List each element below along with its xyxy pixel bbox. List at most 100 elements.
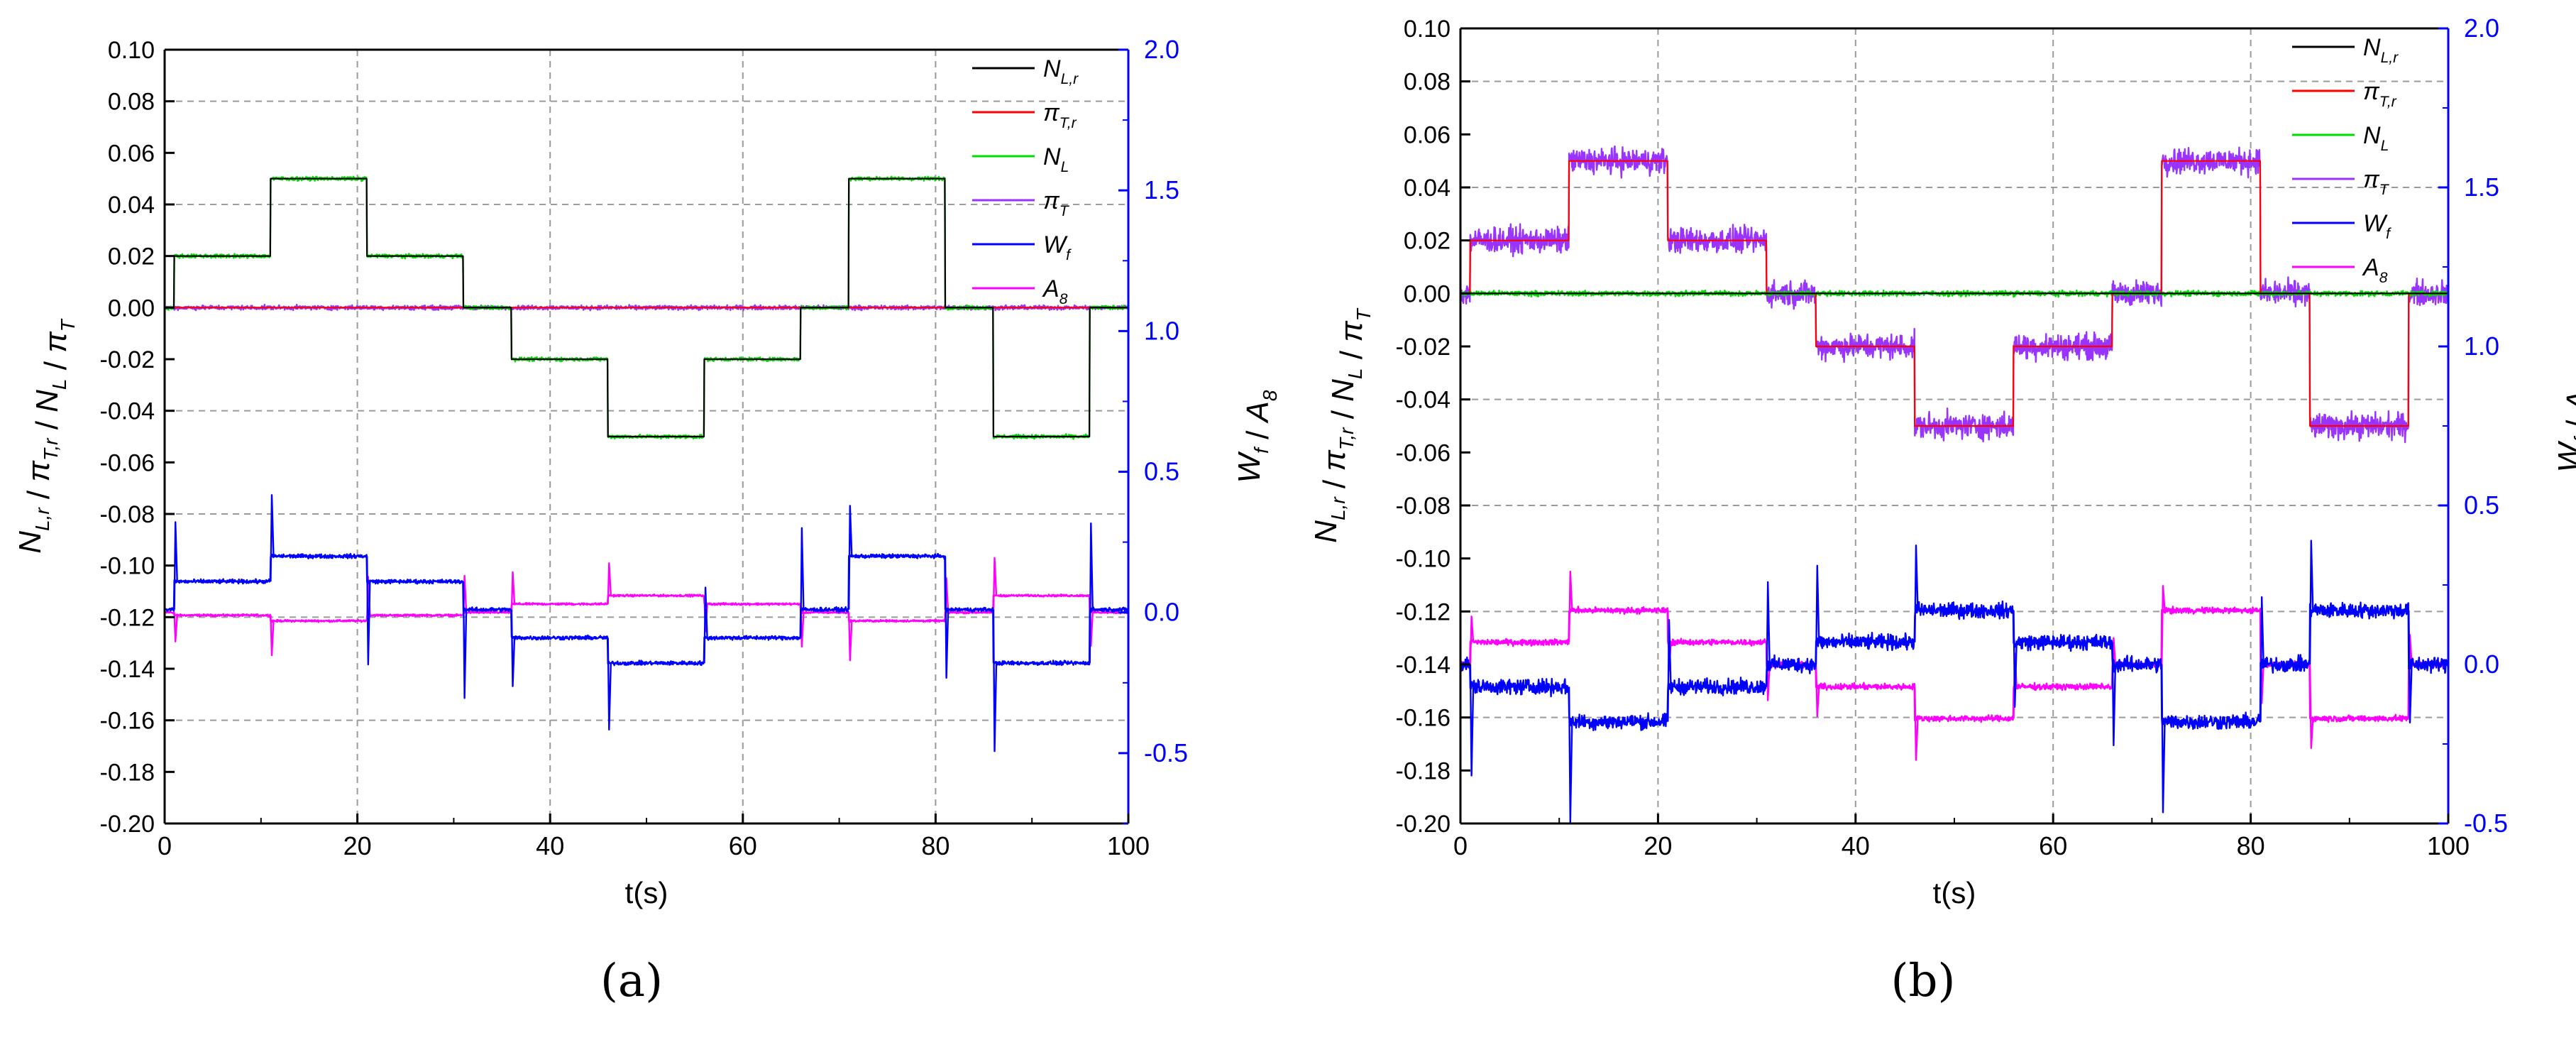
x-tick-label: 60 — [729, 831, 757, 860]
y-right-tick-label: 1.5 — [1144, 175, 1179, 204]
panel-caption-b: (b) — [1890, 955, 1956, 1007]
x-tick-label: 40 — [536, 831, 564, 860]
axes: 0 20 40 60 80 100 -0.20 -0.18 -0.16 -0.14 -0.12 -0.… — [1309, 13, 2576, 909]
y-right-tick-label: 1.0 — [2464, 332, 2499, 361]
y-left-tick-label: -0.14 — [100, 656, 155, 683]
x-tick-label: 20 — [1644, 831, 1672, 860]
y-left-tick-label: -0.02 — [100, 346, 155, 373]
y-left-tick-label: -0.20 — [100, 811, 155, 838]
legend-label: πT — [2363, 166, 2390, 198]
y-axis-right-title: Wf / A8 — [1232, 390, 1281, 483]
y-left-tick-label: 0.02 — [108, 243, 155, 270]
y-left-tick-label: -0.12 — [1396, 598, 1451, 625]
y-left-tick-label: 0.08 — [108, 89, 155, 116]
legend-item-W_f: Wf — [2292, 210, 2391, 242]
y-left-tick-label: -0.18 — [1396, 757, 1451, 784]
y-left-tick-label: 0.04 — [1404, 175, 1451, 202]
y-left-tick-label: -0.18 — [100, 759, 155, 786]
y-left-tick-label: -0.04 — [100, 398, 155, 425]
series-group — [165, 175, 1128, 752]
chart-panel-b: 0 20 40 60 80 100 -0.20 -0.18 -0.16 -0.14 -0.12 -0.… — [1309, 13, 2576, 909]
y-left-tick-label: 0.04 — [108, 192, 155, 219]
y-left-tick-label: -0.10 — [100, 553, 155, 580]
y-right-tick-label: 2.0 — [1144, 35, 1179, 64]
y-left-tick-label: -0.16 — [100, 708, 155, 735]
legend: NL,r πT,r NL πT Wf A8 — [972, 55, 1079, 307]
y-left-tick-label: 0.10 — [1404, 16, 1451, 43]
x-tick-label: 100 — [2427, 831, 2470, 860]
chart-panel-a: 0 20 40 60 80 100 -0.20 -0.18 -0.16 -0.14 -0.12 -0.… — [13, 35, 1281, 909]
y-left-tick-label: 0.00 — [1404, 280, 1451, 307]
y-left-tick-label: -0.20 — [1396, 811, 1451, 838]
y-right-tick-label: 1.5 — [2464, 173, 2499, 202]
x-tick-label: 20 — [343, 831, 372, 860]
y-left-tick-label: -0.14 — [1396, 652, 1451, 679]
y-right-tick-label: -0.5 — [2464, 809, 2508, 838]
y-left-tick-label: -0.12 — [100, 604, 155, 631]
y-right-tick-label: 1.0 — [1144, 316, 1179, 345]
x-tick-label: 80 — [2237, 831, 2265, 860]
y-left-tick-label: 0.06 — [108, 140, 155, 167]
legend-label: A8 — [2362, 254, 2388, 286]
y-right-tick-label: -0.5 — [1144, 738, 1188, 767]
y-left-tick-label: -0.06 — [100, 449, 155, 476]
y-left-tick-label: -0.10 — [1396, 546, 1451, 573]
legend-item-pi_T: πT — [972, 187, 1070, 219]
legend-label: Wf — [1043, 231, 1072, 263]
legend-label: NL — [1043, 143, 1069, 175]
legend: NL,r πT,r NL πT Wf A8 — [2292, 34, 2399, 286]
y-right-tick-label: 2.0 — [2464, 13, 2499, 43]
legend-label: NL — [2363, 122, 2389, 154]
y-left-tick-label: 0.00 — [108, 295, 155, 322]
legend-item-A_8: A8 — [972, 275, 1068, 307]
panel-caption-a: (a) — [600, 955, 664, 1007]
y-right-tick-label: 0.0 — [2464, 650, 2499, 679]
y-left-tick-label: -0.08 — [100, 501, 155, 528]
y-axis-left-title: NL,r / πT,r / NL / πT — [13, 318, 79, 554]
y-right-tick-label: 0.0 — [1144, 598, 1179, 627]
legend-item-N_Lr: NL,r — [972, 55, 1079, 87]
legend-item-N_L: NL — [2292, 122, 2389, 154]
legend-item-A_8: A8 — [2292, 254, 2388, 286]
series-line-W_f — [165, 494, 1128, 752]
legend-label: A8 — [1042, 275, 1068, 307]
y-axis-left-title: NL,r / πT,r / NL / πT — [1309, 307, 1375, 543]
legend-label: πT,r — [1043, 99, 1077, 131]
legend-label: NL,r — [2363, 34, 2399, 66]
series-line-N_Lr — [165, 177, 1128, 438]
x-axis-title: t(s) — [1933, 876, 1976, 909]
legend-item-N_L: NL — [972, 143, 1069, 175]
axes: 0 20 40 60 80 100 -0.20 -0.18 -0.16 -0.14 -0.12 -0.… — [13, 35, 1281, 909]
x-tick-label: 100 — [1107, 831, 1150, 860]
y-left-tick-label: 0.08 — [1404, 69, 1451, 96]
legend-label: πT — [1043, 187, 1070, 219]
x-tick-label: 40 — [1842, 831, 1870, 860]
legend-item-pi_Tr: πT,r — [2292, 78, 2397, 110]
y-left-tick-label: -0.16 — [1396, 705, 1451, 732]
series-group — [1460, 145, 2448, 823]
legend-label: Wf — [2363, 210, 2391, 242]
y-right-tick-label: 0.5 — [2464, 491, 2499, 520]
legend-item-W_f: Wf — [972, 231, 1072, 263]
y-axis-right-title: Wf / A8 — [2552, 379, 2576, 472]
legend-label: πT,r — [2363, 78, 2397, 110]
y-left-tick-label: -0.08 — [1396, 493, 1451, 520]
y-left-tick-label: 0.06 — [1404, 121, 1451, 148]
legend-label: NL,r — [1043, 55, 1079, 87]
x-tick-label: 60 — [2039, 831, 2067, 860]
y-left-tick-label: -0.06 — [1396, 439, 1451, 466]
series-line-W_f — [1460, 540, 2448, 823]
y-right-tick-label: 0.5 — [1144, 457, 1179, 486]
x-tick-label: 0 — [1453, 831, 1468, 860]
x-tick-label: 0 — [158, 831, 172, 860]
legend-item-N_Lr: NL,r — [2292, 34, 2399, 66]
y-left-tick-label: -0.04 — [1396, 387, 1451, 414]
y-left-tick-label: 0.02 — [1404, 228, 1451, 255]
y-left-tick-label: 0.10 — [108, 37, 155, 64]
legend-item-pi_T: πT — [2292, 166, 2390, 198]
x-axis-title: t(s) — [625, 876, 668, 909]
legend-item-pi_Tr: πT,r — [972, 99, 1077, 131]
x-tick-label: 80 — [921, 831, 950, 860]
y-left-tick-label: -0.02 — [1396, 334, 1451, 361]
